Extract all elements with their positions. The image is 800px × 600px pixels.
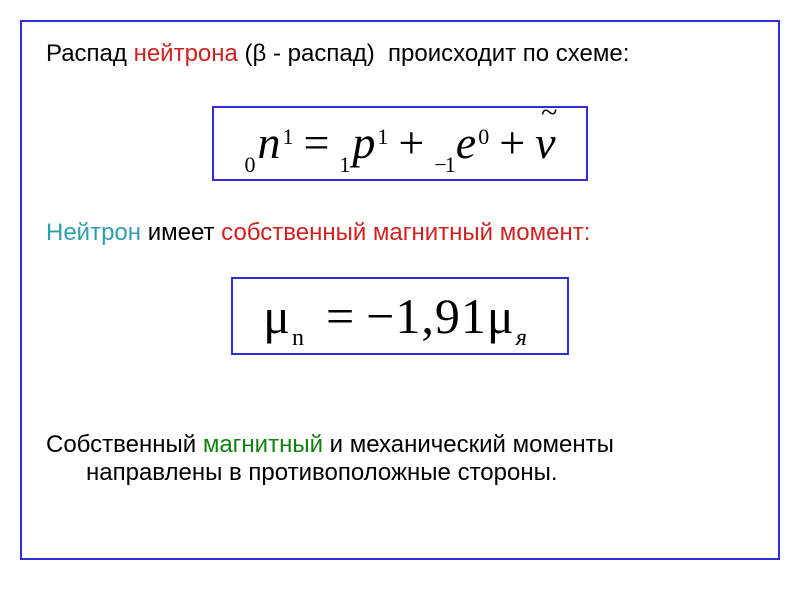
eq1-term-n: 0 n 1 [244, 120, 293, 166]
mid-plain: имеет [148, 219, 215, 246]
eq1-e-sym: e [456, 120, 476, 166]
eq1-e-supr: 0 [478, 126, 489, 148]
bottom-rest1: и механический моменты [330, 431, 614, 458]
eq2-mu-lhs: μ [263, 291, 290, 341]
intro-word-decay: Распад [46, 40, 127, 67]
equation2: μ n = −1,91 μ я [263, 291, 537, 341]
intro-text: Распад нейтрона (β - распад) происходит … [46, 40, 754, 68]
intro-rest: (β - распад) происходит по схеме: [245, 40, 630, 67]
eq1-n-sym: n [257, 120, 280, 166]
eq1-n-supr: 1 [282, 126, 293, 148]
eq2-val: −1,91 [366, 291, 487, 341]
eq2-mu-rhs: μ [487, 291, 514, 341]
bottom-text: Собственный магнитный и механический мом… [46, 431, 754, 487]
equation2-box: μ n = −1,91 μ я [231, 277, 569, 355]
equation2-row: μ n = −1,91 μ я [46, 277, 754, 393]
intro-word-neutron: нейтрона [134, 40, 238, 67]
mid-text: Нейтрон имеет собственный магнитный моме… [46, 219, 754, 247]
eq2-sub-ya: я [516, 326, 527, 350]
eq1-nu-tilde: ~ [541, 98, 557, 128]
equation1-box: 0 n 1 = 1 p 1 + −1 e 0 + ~ [212, 106, 587, 181]
main-frame: Распад нейтрона (β - распад) происходит … [20, 20, 780, 560]
eq1-n-subl: 0 [244, 154, 255, 176]
bottom-word-own: Собственный [46, 431, 196, 458]
mid-word-neutron: Нейтрон [46, 219, 141, 246]
eq1-op-plus1: + [398, 120, 424, 166]
eq1-p-supr: 1 [377, 126, 388, 148]
mid-word-moment: собственный магнитный момент: [221, 219, 590, 246]
eq1-term-nu: ~ ν [535, 120, 555, 166]
eq1-e-subl: −1 [434, 154, 453, 176]
eq2-sub-n: n [292, 326, 304, 350]
eq1-op-eq: = [303, 120, 329, 166]
eq1-p-subl: 1 [339, 154, 350, 176]
bottom-word-magnetic: магнитный [203, 431, 323, 458]
eq1-term-p: 1 p 1 [339, 120, 388, 166]
equation1: 0 n 1 = 1 p 1 + −1 e 0 + ~ [244, 120, 555, 166]
eq1-p-sym: p [352, 120, 375, 166]
equation1-row: 0 n 1 = 1 p 1 + −1 e 0 + ~ [46, 106, 754, 219]
eq1-op-plus2: + [499, 120, 525, 166]
eq1-term-e: −1 e 0 [434, 120, 489, 166]
eq2-op-eq: = [326, 291, 354, 341]
bottom-line2: направлены в противоположные стороны. [46, 459, 558, 486]
